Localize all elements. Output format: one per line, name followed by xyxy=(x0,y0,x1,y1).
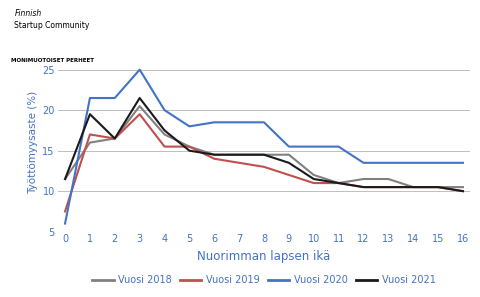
Text: Finnish: Finnish xyxy=(14,9,42,18)
Legend: Vuosi 2018, Vuosi 2019, Vuosi 2020, Vuosi 2021: Vuosi 2018, Vuosi 2019, Vuosi 2020, Vuos… xyxy=(88,271,440,289)
Vuosi 2020 xyxy=(62,222,68,225)
Vuosi 2020 xyxy=(410,161,416,165)
Vuosi 2019 xyxy=(410,185,416,189)
Vuosi 2021 xyxy=(236,153,242,157)
Vuosi 2020 xyxy=(435,161,441,165)
Vuosi 2021 xyxy=(385,185,391,189)
Vuosi 2019 xyxy=(460,189,466,193)
Vuosi 2019 xyxy=(236,161,242,165)
Vuosi 2019 xyxy=(62,210,68,213)
Vuosi 2019 xyxy=(211,157,217,161)
Vuosi 2018 xyxy=(261,153,267,157)
Vuosi 2020 xyxy=(385,161,391,165)
Vuosi 2021 xyxy=(360,185,366,189)
Vuosi 2019 xyxy=(162,145,168,148)
Vuosi 2018 xyxy=(187,145,192,148)
Vuosi 2018 xyxy=(360,177,366,181)
Vuosi 2021 xyxy=(137,96,143,100)
Vuosi 2021 xyxy=(187,149,192,152)
Vuosi 2018 xyxy=(460,185,466,189)
Vuosi 2018 xyxy=(435,185,441,189)
Vuosi 2021 xyxy=(211,153,217,157)
Vuosi 2020 xyxy=(286,145,292,148)
Vuosi 2019 xyxy=(311,181,317,185)
X-axis label: Nuorimman lapsen ikä: Nuorimman lapsen ikä xyxy=(197,250,331,263)
Line: Vuosi 2020: Vuosi 2020 xyxy=(65,70,463,224)
Vuosi 2021 xyxy=(162,129,168,132)
Line: Vuosi 2018: Vuosi 2018 xyxy=(65,106,463,187)
Vuosi 2018 xyxy=(410,185,416,189)
Vuosi 2021 xyxy=(336,181,341,185)
Vuosi 2019 xyxy=(187,145,192,148)
Vuosi 2020 xyxy=(360,161,366,165)
Vuosi 2020 xyxy=(87,96,93,100)
Vuosi 2020 xyxy=(460,161,466,165)
Vuosi 2020 xyxy=(211,121,217,124)
Vuosi 2020 xyxy=(187,124,192,128)
Vuosi 2019 xyxy=(87,133,93,136)
Vuosi 2021 xyxy=(261,153,267,157)
Vuosi 2019 xyxy=(112,137,118,140)
Text: MONIMUOTOISET PERHEET: MONIMUOTOISET PERHEET xyxy=(12,58,94,63)
Line: Vuosi 2019: Vuosi 2019 xyxy=(65,114,463,211)
Vuosi 2020 xyxy=(261,121,267,124)
Vuosi 2018 xyxy=(385,177,391,181)
Vuosi 2018 xyxy=(311,173,317,177)
Vuosi 2018 xyxy=(211,153,217,157)
Vuosi 2020 xyxy=(336,145,341,148)
Vuosi 2020 xyxy=(162,108,168,112)
Vuosi 2018 xyxy=(137,104,143,108)
Vuosi 2021 xyxy=(286,161,292,165)
Vuosi 2018 xyxy=(336,181,341,185)
Vuosi 2021 xyxy=(435,185,441,189)
Vuosi 2018 xyxy=(112,137,118,140)
Vuosi 2020 xyxy=(236,121,242,124)
Vuosi 2021 xyxy=(112,137,118,140)
Vuosi 2018 xyxy=(162,133,168,136)
Vuosi 2019 xyxy=(137,113,143,116)
Vuosi 2018 xyxy=(87,141,93,144)
Vuosi 2021 xyxy=(410,185,416,189)
Vuosi 2020 xyxy=(112,96,118,100)
Vuosi 2019 xyxy=(360,185,366,189)
Line: Vuosi 2021: Vuosi 2021 xyxy=(65,98,463,191)
Vuosi 2021 xyxy=(311,177,317,181)
Vuosi 2019 xyxy=(336,181,341,185)
Vuosi 2019 xyxy=(261,165,267,169)
Vuosi 2021 xyxy=(460,189,466,193)
Vuosi 2021 xyxy=(87,113,93,116)
Y-axis label: Työttömyysaste (%): Työttömyysaste (%) xyxy=(28,91,38,194)
Vuosi 2019 xyxy=(385,185,391,189)
Vuosi 2018 xyxy=(236,153,242,157)
Vuosi 2021 xyxy=(62,177,68,181)
Vuosi 2020 xyxy=(137,68,143,72)
Text: Startup Community: Startup Community xyxy=(14,21,90,30)
Vuosi 2019 xyxy=(286,173,292,177)
Vuosi 2020 xyxy=(311,145,317,148)
Vuosi 2018 xyxy=(286,153,292,157)
Vuosi 2019 xyxy=(435,185,441,189)
Vuosi 2018 xyxy=(62,177,68,181)
